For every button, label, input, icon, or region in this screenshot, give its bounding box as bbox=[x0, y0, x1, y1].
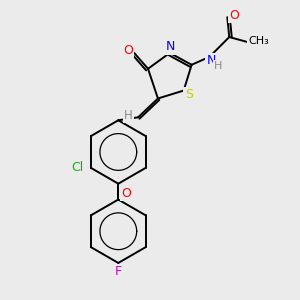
Text: H: H bbox=[214, 61, 223, 71]
Text: CH₃: CH₃ bbox=[249, 36, 269, 46]
Text: N: N bbox=[207, 54, 216, 67]
Text: F: F bbox=[115, 266, 122, 278]
Text: O: O bbox=[229, 9, 239, 22]
Text: S: S bbox=[184, 88, 193, 101]
Text: H: H bbox=[124, 109, 133, 122]
Text: N: N bbox=[166, 40, 176, 53]
Text: Cl: Cl bbox=[71, 161, 83, 174]
Text: O: O bbox=[121, 187, 131, 200]
Text: O: O bbox=[123, 44, 133, 57]
